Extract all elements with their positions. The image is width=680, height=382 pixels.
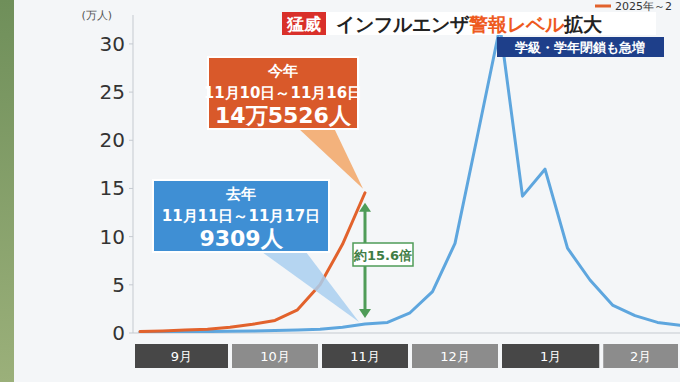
chart: 9月 10月 11月 12月 1月 2月 0 5 10 15 20 25 30 (万人) 今年 11月10日～… [0,0,680,382]
annotation-box [153,180,329,252]
title-part: インフルエンザ [336,13,470,35]
left-strip [0,0,14,382]
title: インフルエンザ警報レベル拡大 [336,13,603,35]
ratio-label: 約15.6倍 [353,248,412,263]
subtitle-box [497,37,664,57]
y-tick-label: 0 [112,321,125,345]
badge: 猛威 [286,14,321,34]
x-tick-label: 12月 [440,349,470,364]
series-line [140,193,365,332]
series-group [140,27,680,332]
y-ticks: 0 5 10 15 20 25 30 [100,32,133,345]
y-tick [129,43,133,44]
y-axis-label: (万人) [81,9,112,22]
y-tick [129,236,133,237]
y-tick [129,188,133,189]
y-tick-label: 5 [112,273,125,297]
arrow-head [359,203,371,212]
annotation-text: 今年 [267,62,298,80]
month-band [502,344,599,368]
y-tick [129,92,133,93]
x-tick-label: 2月 [630,349,651,364]
x-axis-bands: 9月 10月 11月 12月 1月 2月 [135,344,678,368]
pointer [262,252,359,322]
annotation-text: 11月11日～11月17日 [162,207,321,225]
background [0,0,680,382]
title-part: 警報レベル [468,13,565,35]
annotation-text: 去年 [225,185,256,203]
y-tick [129,284,133,285]
month-band [603,344,678,368]
x-tick-label: 10月 [260,349,290,364]
annotation-text: 11月10日～11月16日 [204,84,363,102]
y-tick [129,140,133,141]
x-tick-label: 11月 [350,349,380,364]
month-band [232,344,318,368]
y-tick [129,333,133,334]
x-tick-label: 9月 [171,349,192,364]
x-tick-label: 1月 [540,349,561,364]
legend-swatch [595,5,611,8]
title-part: 拡大 [563,13,603,35]
ratio-box [353,243,413,266]
y-tick-label: 15 [100,176,125,200]
annotations: 今年 11月10日～11月16日14万5526人去年 11月11日～11月17日93… [153,57,413,322]
month-band [135,344,228,368]
subtitle: 学級・学年閉鎖も急増 [515,40,645,55]
y-tick-label: 30 [100,32,125,56]
annotation-text: 14万5526人 [215,103,352,128]
arrow-head [359,309,371,318]
month-band [322,344,408,368]
series-line [140,27,680,332]
y-tick-label: 25 [100,80,125,104]
badge-box [282,12,326,35]
legend: 2025年～2 [595,0,672,13]
title-banner: 猛威インフルエンザ警報レベル拡大学級・学年閉鎖も急増 [282,12,664,57]
y-tick-label: 20 [100,128,125,152]
y-tick-label: 10 [100,225,125,249]
legend-label: 2025年～2 [615,0,672,13]
month-band [412,344,498,368]
title-box [326,12,656,35]
annotation-text: 9309人 [199,226,283,251]
